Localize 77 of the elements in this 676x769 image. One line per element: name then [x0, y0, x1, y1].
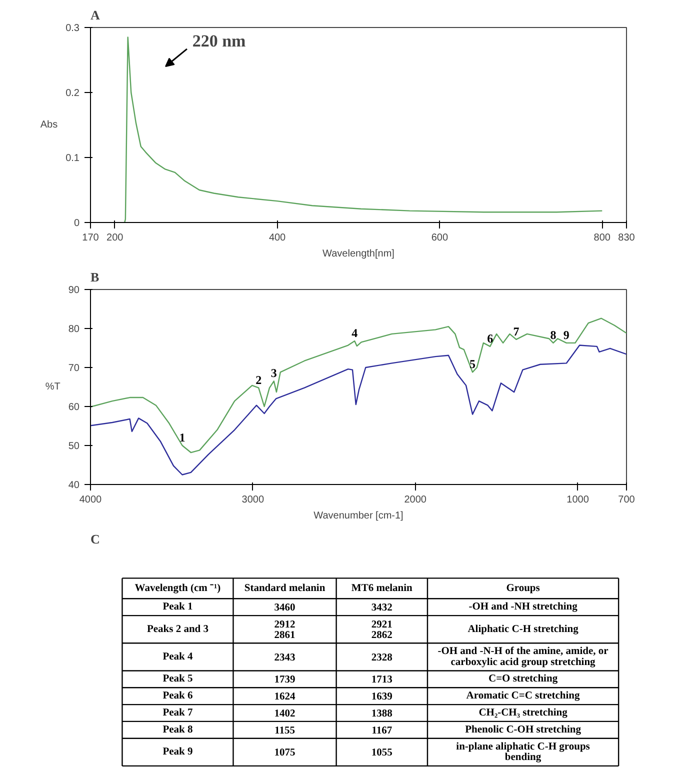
- y-tick-label: 0.3: [66, 23, 80, 34]
- text: Peak 9: [162, 746, 193, 758]
- text: 1624: [274, 692, 296, 703]
- x-tick-label: 600: [431, 232, 448, 244]
- text: Phenolic C-OH stretching: [465, 724, 581, 736]
- text: -OH and -N-H of the amine, amide, or carboxylic acid group stretching: [438, 646, 608, 668]
- text: 3460: [274, 602, 296, 614]
- text: Aliphatic C-H stretching: [468, 624, 578, 635]
- annotation: 5: [470, 357, 476, 372]
- text: 3432: [371, 602, 392, 614]
- annotation: 6: [487, 331, 494, 346]
- text: 1155: [274, 725, 295, 736]
- y-axis-title: Abs: [40, 120, 58, 130]
- annotation: 7: [513, 324, 520, 338]
- text: 1713: [371, 674, 392, 686]
- annotation: 3: [270, 366, 277, 380]
- text: -OH and -NH stretching: [468, 602, 578, 613]
- text: in-plane aliphatic C-H groups bending: [456, 741, 590, 763]
- category-label: MT6 melanin: [351, 582, 413, 594]
- annotation: 220 nm: [192, 32, 246, 51]
- x-axis-title: Wavelength[nm]: [322, 248, 395, 260]
- annotation: 9: [563, 328, 570, 342]
- text: Peak 1: [162, 602, 193, 613]
- text: 1402: [274, 708, 296, 720]
- x-tick-label: 1000: [566, 494, 590, 506]
- x-tick-label: 700: [618, 494, 636, 506]
- y-tick-label: 80: [68, 324, 80, 335]
- y-tick-label: 60: [68, 402, 80, 413]
- text: 1075: [274, 748, 296, 759]
- annotation: 2: [256, 372, 262, 387]
- x-tick-label: 830: [618, 232, 636, 244]
- text: 1739: [274, 674, 296, 686]
- text: 2328: [371, 652, 392, 664]
- text: 1055: [371, 748, 392, 759]
- y-tick-label: 0.1: [66, 153, 80, 164]
- y-tick-label: 0.2: [66, 88, 80, 99]
- text: 2912 2861: [274, 620, 296, 642]
- chart-title: A: [90, 8, 100, 22]
- text: Aromatic C=C stretching: [466, 690, 580, 702]
- y-tick-label: 0: [74, 218, 80, 229]
- category-label: Wavelength (cm ⁻¹): [134, 582, 222, 594]
- text: C: [90, 532, 100, 546]
- x-axis-title: Wavenumber [cm-1]: [314, 510, 404, 522]
- text: CH₂-CH₃ stretching: [478, 708, 568, 718]
- category-label: Standard melanin: [244, 582, 326, 594]
- x-tick-label: 170: [82, 232, 100, 244]
- line-series: [124, 36, 603, 222]
- text: 2921 2862: [371, 620, 392, 642]
- text: Peak 5: [162, 674, 193, 685]
- x-tick-label: 3000: [242, 494, 264, 506]
- line-series: [90, 318, 626, 454]
- text: Peak 8: [162, 724, 193, 736]
- text: C=O stretching: [488, 674, 558, 685]
- text: Peak 4: [162, 651, 193, 662]
- line-series: [90, 344, 626, 476]
- annotation: 4: [352, 326, 358, 340]
- x-tick-label: 400: [268, 232, 286, 244]
- category-label: Groups: [506, 582, 540, 594]
- text: 1167: [372, 725, 392, 736]
- text: Peaks 2 and 3: [146, 624, 209, 635]
- text: Peak 6: [162, 690, 193, 702]
- x-tick-label: 2000: [404, 494, 427, 506]
- chart-title: B: [90, 270, 100, 284]
- x-tick-label: 200: [106, 232, 124, 244]
- text: Peak 7: [162, 708, 193, 718]
- y-tick-label: 50: [68, 441, 80, 452]
- x-tick-label: 4000: [79, 494, 102, 506]
- x-tick-label: 800: [594, 232, 611, 244]
- annotation: 1: [179, 430, 186, 444]
- text: 2343: [274, 652, 296, 664]
- y-tick-label: 70: [68, 363, 80, 374]
- y-tick-label: 90: [68, 285, 80, 296]
- y-tick-label: 40: [68, 480, 80, 491]
- text: 1388: [371, 708, 392, 720]
- y-axis-title: %T: [45, 382, 60, 392]
- text: 1639: [371, 692, 392, 703]
- annotation: 8: [550, 328, 556, 342]
